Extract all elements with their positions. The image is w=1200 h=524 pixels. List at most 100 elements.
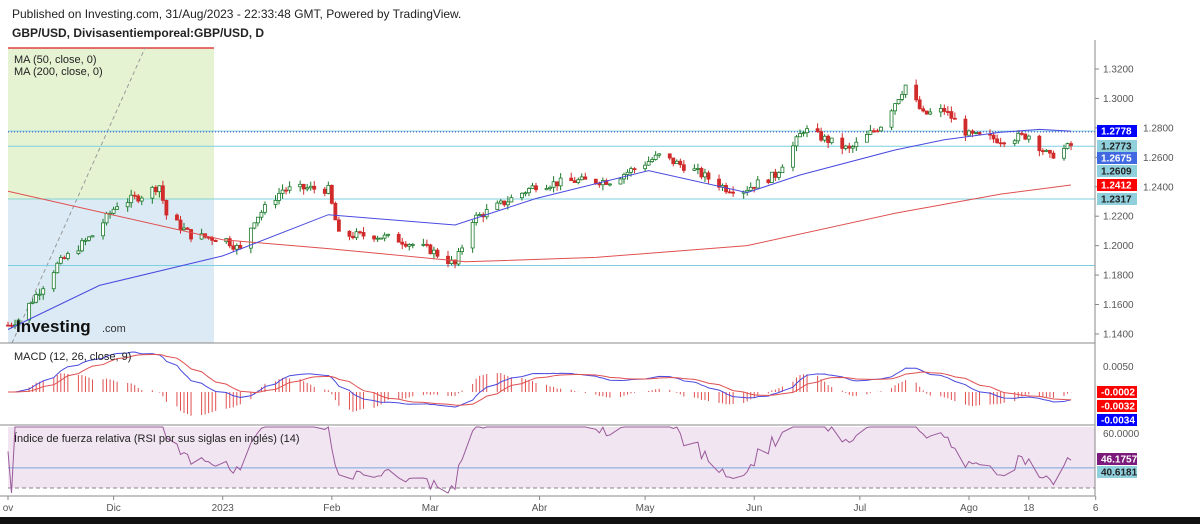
- candle-body: [653, 154, 658, 160]
- candle-body: [850, 146, 855, 149]
- candle-body: [731, 191, 736, 194]
- candle-body: [407, 244, 412, 247]
- price-tag-label: 46.1757: [1101, 455, 1138, 466]
- candle-body: [421, 243, 426, 246]
- price-tag: [1097, 414, 1137, 426]
- candle-body: [625, 171, 630, 175]
- candle-body: [717, 178, 721, 188]
- candle-body: [872, 130, 876, 133]
- candle-body: [1062, 147, 1066, 159]
- price-tag: [1097, 386, 1137, 398]
- candle-body: [495, 202, 500, 210]
- candle-body: [974, 132, 978, 134]
- candle-body: [347, 230, 352, 237]
- candle-body: [248, 227, 253, 249]
- macd-signal-line: [7, 354, 1072, 406]
- candle-body: [361, 232, 366, 237]
- x-tick-label: Abr: [532, 503, 548, 514]
- candle-body: [678, 160, 683, 166]
- candle-body: [1019, 132, 1024, 135]
- candle-body: [284, 189, 288, 192]
- candle-body: [136, 195, 141, 202]
- candle-body: [819, 131, 824, 141]
- candle-body: [111, 208, 116, 214]
- candle-body: [551, 181, 556, 188]
- macd-line: [7, 351, 1072, 408]
- candle-body: [298, 183, 303, 188]
- candle-body: [41, 288, 46, 295]
- x-tick-label: Jul: [853, 503, 866, 514]
- candle-body: [773, 171, 778, 178]
- price-tag-label: -0.0032: [1101, 402, 1135, 413]
- y-tick-label: 1.3200: [1103, 65, 1134, 76]
- candle-body: [752, 186, 757, 189]
- price-tag: [1097, 125, 1137, 137]
- candle-body: [34, 294, 39, 303]
- candle-body: [991, 134, 996, 140]
- candle-body: [470, 222, 475, 249]
- candle-body: [840, 137, 845, 149]
- candle-body: [829, 137, 834, 144]
- candle-body: [312, 185, 317, 190]
- candle-body: [58, 257, 63, 264]
- price-tag-label: 1.2609: [1101, 167, 1132, 178]
- rsi-line: [7, 426, 1072, 494]
- candle-body: [995, 138, 1000, 144]
- candle-body: [748, 186, 753, 191]
- candle-body: [9, 324, 14, 327]
- candle-body: [213, 239, 218, 243]
- candle-body: [520, 192, 524, 199]
- price-tag-label: -0.0034: [1101, 416, 1135, 427]
- candle-body: [692, 168, 697, 171]
- candle-body: [87, 236, 91, 241]
- candle-body: [410, 244, 415, 246]
- candle-body: [864, 134, 869, 143]
- price-tag: [1097, 165, 1137, 177]
- candle-body: [484, 209, 489, 218]
- candle-body: [76, 250, 81, 254]
- candle-body: [1023, 133, 1028, 140]
- candle-body: [273, 200, 278, 205]
- x-tick-label: Mar: [422, 503, 440, 514]
- candle-body: [396, 233, 401, 243]
- candle-body: [51, 272, 56, 290]
- candle-body: [139, 197, 144, 202]
- candle-body: [115, 206, 120, 210]
- candle-body: [456, 251, 461, 265]
- candle-body: [375, 237, 380, 240]
- candle-body: [914, 84, 919, 101]
- candle-body: [153, 186, 158, 193]
- candle-body: [576, 179, 581, 183]
- candle-body: [329, 184, 334, 204]
- candle-body: [277, 192, 281, 201]
- rsi-tick-label: 60.0000: [1103, 429, 1140, 440]
- candle-body: [238, 244, 243, 249]
- candle-body: [80, 240, 84, 252]
- price-tag: [1097, 400, 1137, 412]
- candle-body: [460, 247, 464, 252]
- rsi-title: Índice de fuerza relativa (RSI por sus s…: [14, 432, 300, 445]
- candle-body: [263, 204, 267, 213]
- candle-body: [1002, 142, 1007, 145]
- investing-logo: Investing .com: [16, 317, 126, 336]
- price-tag-label: -0.0002: [1101, 388, 1135, 399]
- candle-body: [703, 172, 707, 178]
- candle-body: [502, 200, 507, 206]
- price-tag-label: 1.2675: [1101, 154, 1132, 165]
- candle-body: [157, 185, 162, 193]
- logo-suffix: .com: [102, 323, 126, 335]
- candle-body: [382, 234, 387, 239]
- candle-body: [435, 249, 440, 257]
- candle-body: [745, 189, 750, 193]
- candle-body: [206, 236, 211, 239]
- candle-body: [372, 235, 376, 240]
- logo-text: Investing: [16, 317, 91, 336]
- candle-body: [699, 168, 704, 178]
- candle-body: [199, 233, 204, 240]
- price-tag: [1097, 453, 1137, 465]
- candle-body: [998, 142, 1003, 145]
- candle-body: [949, 111, 954, 119]
- candle-body: [755, 179, 760, 189]
- candle-body: [671, 157, 676, 165]
